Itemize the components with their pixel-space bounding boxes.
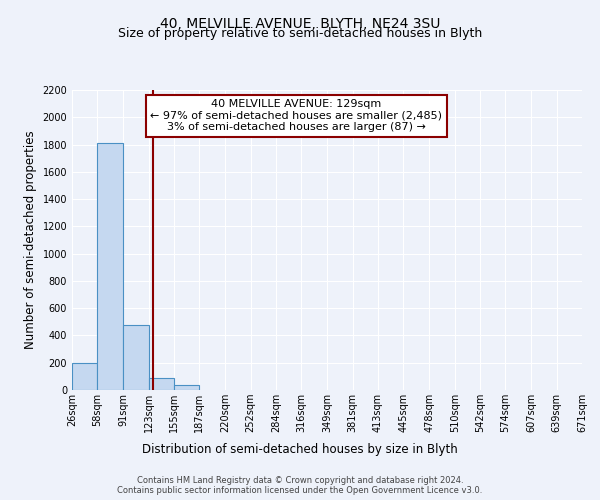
Bar xyxy=(124,324,149,390)
Text: 40 MELVILLE AVENUE: 129sqm
← 97% of semi-detached houses are smaller (2,485)
3% : 40 MELVILLE AVENUE: 129sqm ← 97% of semi… xyxy=(151,99,442,132)
Text: 40, MELVILLE AVENUE, BLYTH, NE24 3SU: 40, MELVILLE AVENUE, BLYTH, NE24 3SU xyxy=(160,18,440,32)
Bar xyxy=(97,143,124,390)
Bar xyxy=(149,378,174,390)
Text: Contains HM Land Registry data © Crown copyright and database right 2024.
Contai: Contains HM Land Registry data © Crown c… xyxy=(118,476,482,495)
Text: Size of property relative to semi-detached houses in Blyth: Size of property relative to semi-detach… xyxy=(118,28,482,40)
Bar xyxy=(72,364,97,390)
Y-axis label: Number of semi-detached properties: Number of semi-detached properties xyxy=(24,130,37,350)
Bar xyxy=(174,385,199,390)
Text: Distribution of semi-detached houses by size in Blyth: Distribution of semi-detached houses by … xyxy=(142,442,458,456)
